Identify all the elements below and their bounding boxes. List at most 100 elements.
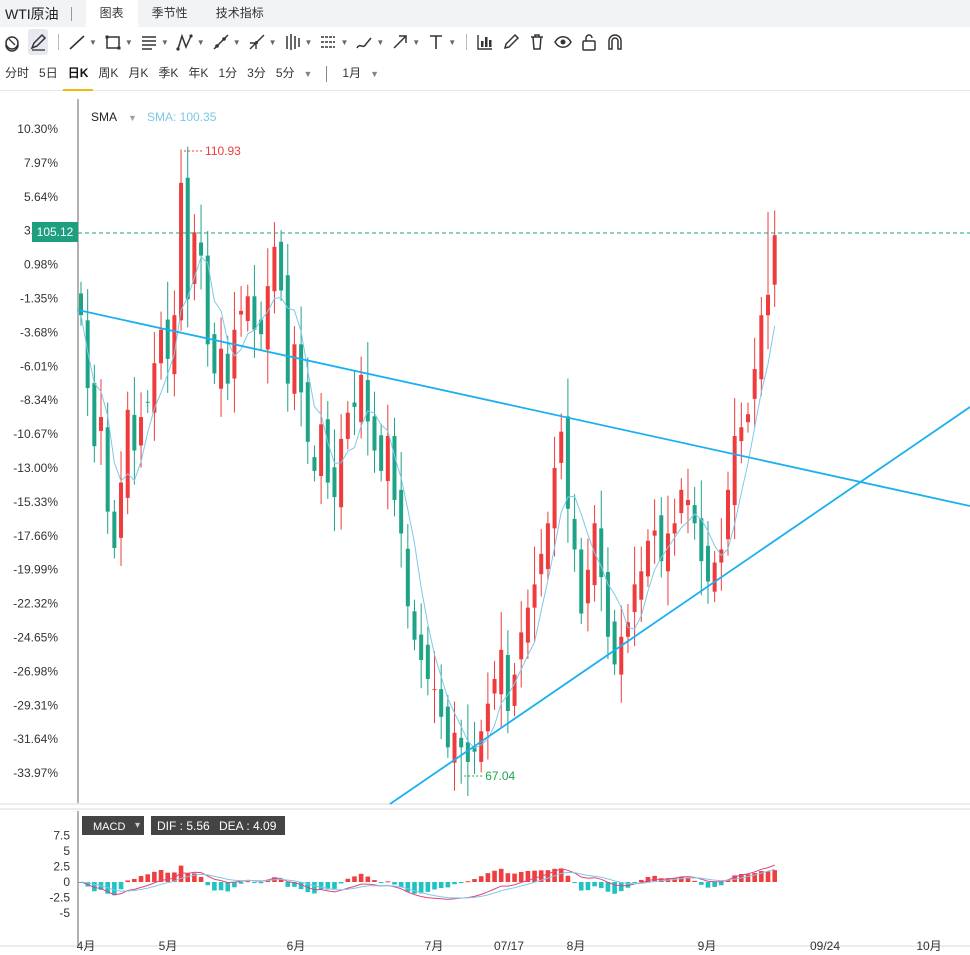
candle-body — [766, 294, 771, 316]
more-periods-dropdown-icon[interactable]: ▼ — [303, 68, 313, 79]
ray-tool-button[interactable]: ▼ — [211, 29, 241, 55]
macd-bar — [572, 882, 577, 883]
period-2[interactable]: 日K — [62, 57, 94, 91]
chevron-down-icon[interactable]: ▼ — [376, 37, 385, 47]
macd-y-tick-label: -5 — [59, 906, 70, 920]
macd-bar — [185, 872, 191, 882]
macd-bar — [325, 882, 331, 890]
magnet-snap-tool-button[interactable] — [605, 29, 625, 55]
y-tick-label: -31.64% — [13, 732, 58, 746]
rectangle-tool-button[interactable]: ▼ — [103, 29, 133, 55]
candle-body — [585, 569, 590, 604]
pencil-tool-button[interactable] — [28, 29, 48, 55]
candle-body — [345, 412, 350, 439]
macd-bar — [472, 879, 477, 882]
period-6[interactable]: 年K — [188, 65, 209, 80]
macd-bar — [125, 880, 130, 882]
y-tick-label: -29.31% — [13, 698, 58, 712]
chevron-down-icon[interactable]: ▼ — [89, 37, 97, 47]
macd-bar — [145, 874, 150, 882]
chevron-down-icon[interactable]: ▼ — [448, 37, 457, 47]
magnet-tool-button[interactable] — [2, 29, 22, 55]
trash-tool-button[interactable] — [527, 29, 547, 55]
brush-icon — [356, 37, 372, 49]
fibonacci-tool-button[interactable]: ▼ — [247, 29, 277, 55]
macd-bar — [645, 876, 651, 882]
macd-bar — [432, 882, 437, 890]
range-dropdown-icon[interactable]: ▼ — [370, 68, 380, 79]
macd-bar — [252, 882, 257, 883]
period-5[interactable]: 季K — [158, 65, 179, 80]
macd-bar — [498, 868, 504, 882]
chevron-down-icon[interactable]: ▼ — [268, 37, 277, 47]
period-8[interactable]: 3分 — [247, 65, 266, 80]
macd-dif-line — [80, 864, 775, 900]
candle-body — [79, 293, 83, 316]
tab-2[interactable]: 技术指标 — [215, 6, 264, 20]
chevron-down-icon[interactable]: ▼ — [160, 37, 169, 47]
macd-bar — [405, 882, 411, 892]
edit-tool-button[interactable] — [501, 29, 521, 55]
candle-body — [105, 427, 110, 512]
chevron-down-icon[interactable]: ▼ — [232, 37, 241, 47]
current-price-tag — [32, 222, 78, 242]
levels-tool-button[interactable]: ▼ — [318, 29, 348, 55]
measure-tool-button[interactable] — [475, 29, 495, 55]
macd-bar — [578, 882, 584, 891]
period-4[interactable]: 月K — [128, 65, 149, 80]
chevron-down-icon[interactable]: ▼ — [412, 37, 421, 47]
candlestick-chart[interactable]: 10.30%7.97%5.64%3.31%0.98%-1.35%-3.68%-6… — [0, 91, 970, 955]
top-tab-bar: WTI原油 图表 季节性 技术指标 — [0, 0, 970, 27]
candle-body — [245, 296, 250, 322]
trend-line-tool-button[interactable]: ▼ — [67, 29, 97, 55]
macd-bar — [712, 882, 717, 887]
macd-bar — [699, 882, 704, 885]
parallel-lines-tool-button[interactable]: ▼ — [139, 29, 169, 55]
text-tool-button[interactable]: ▼ — [426, 29, 456, 55]
chevron-down-icon[interactable]: ▼ — [304, 37, 313, 47]
tab-1[interactable]: 季节性 — [151, 6, 188, 20]
edit-icon — [504, 33, 520, 50]
tab-0[interactable]: 图表 — [85, 0, 138, 27]
period-0[interactable]: 分时 — [5, 65, 30, 80]
candle-body — [352, 402, 357, 407]
macd-bar — [745, 874, 751, 882]
candle-body — [565, 416, 570, 509]
x-tick-label: 09/24 — [810, 939, 840, 953]
macd-bar — [618, 882, 624, 892]
macd-bar — [225, 882, 231, 892]
period-9[interactable]: 5分 — [275, 65, 295, 80]
view-tabs: 图表 季节性 技术指标 — [85, 0, 278, 27]
period-divider — [326, 65, 328, 82]
gann-tool-button[interactable]: ▼ — [283, 29, 313, 55]
candle-body — [385, 435, 390, 482]
macd-bar — [672, 878, 677, 882]
period-3[interactable]: 周K — [98, 65, 119, 80]
candle-body — [425, 644, 430, 679]
trendline-support — [389, 406, 970, 805]
pattern-tool-button[interactable]: ▼ — [175, 29, 205, 55]
candle-body — [285, 275, 290, 384]
period-7[interactable]: 1分 — [218, 65, 238, 80]
candle-body — [312, 457, 317, 471]
chevron-down-icon[interactable]: ▼ — [340, 37, 349, 47]
candle-body — [612, 621, 617, 665]
period-1[interactable]: 5日 — [39, 65, 58, 80]
chevron-down-icon[interactable]: ▼ — [196, 37, 205, 47]
lock-tool-button[interactable] — [579, 29, 599, 55]
lock-icon — [582, 34, 596, 51]
macd-bar — [719, 882, 724, 886]
arrow-tool-button[interactable]: ▼ — [390, 29, 420, 55]
chevron-down-icon[interactable]: ▼ — [124, 37, 133, 47]
brush-tool-button[interactable]: ▼ — [354, 29, 384, 55]
y-tick-label: -26.98% — [13, 664, 58, 678]
macd-bar — [438, 882, 444, 889]
eye-tool-button[interactable] — [553, 29, 573, 55]
candles — [79, 146, 777, 796]
candle-body — [512, 674, 517, 706]
range-select[interactable]: 1月 — [342, 65, 362, 80]
macd-bar — [612, 882, 617, 894]
candle-body — [572, 518, 577, 550]
candle-body — [319, 424, 324, 477]
pencil-icon — [30, 33, 47, 51]
